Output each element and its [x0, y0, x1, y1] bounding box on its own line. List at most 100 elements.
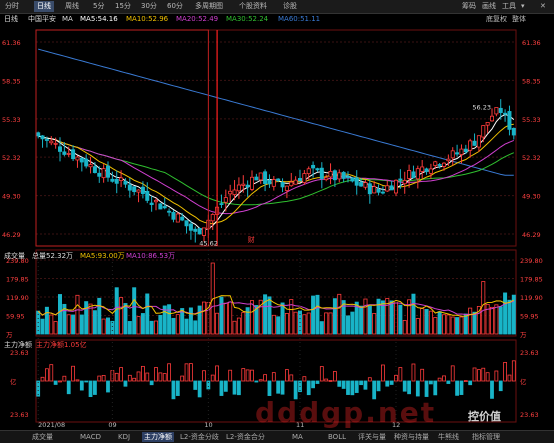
candle-body — [367, 183, 372, 195]
indicator-tab-ma[interactable]: MA — [292, 433, 303, 441]
tab-fenshi[interactable]: 分时 — [5, 2, 19, 10]
volume-bar — [411, 293, 416, 335]
candle-body — [263, 171, 268, 184]
candle-body — [223, 197, 228, 203]
candle-body — [450, 150, 455, 159]
flow-bar — [127, 374, 132, 382]
tab-15min[interactable]: 15分 — [115, 2, 131, 10]
volume-bar — [97, 297, 102, 335]
flow-bar — [485, 372, 490, 382]
tools-menu[interactable]: 工具 — [502, 2, 516, 10]
candle-body — [140, 186, 145, 195]
flow-bar — [45, 368, 49, 382]
flow-bar — [245, 369, 250, 382]
candle-body — [241, 183, 246, 186]
volume-bar — [88, 303, 93, 335]
flow-bar — [337, 380, 342, 387]
ma60-line — [38, 48, 514, 176]
indicator-tab-manage[interactable]: 指标管理 — [472, 433, 500, 441]
indicator-tab-boll[interactable]: BOLL — [328, 433, 346, 441]
tab-multi-period[interactable]: 多周期图 — [195, 2, 223, 10]
indicator-tab-volume[interactable]: 成交量 — [32, 433, 53, 441]
price-tick-right: 49.30 — [522, 193, 541, 201]
flow-tick-left: 23.63 — [10, 349, 29, 357]
volume-bar — [49, 314, 54, 335]
volume-bar — [503, 292, 508, 335]
volume-bar — [424, 309, 429, 335]
volume-bar — [450, 316, 455, 335]
volume-bar — [428, 310, 433, 335]
indicator-tab-review[interactable]: 评关与量 — [358, 433, 386, 441]
candle-body — [188, 223, 193, 231]
candle-body — [171, 212, 176, 220]
candle-body — [503, 112, 508, 115]
candle-body — [385, 185, 390, 192]
flow-bar — [333, 371, 337, 382]
volume-tick-right: 239.80 — [520, 257, 543, 265]
flow-tick-left: 亿 — [10, 377, 17, 386]
volume-ma10: MA10:86.53万 — [126, 252, 176, 260]
flow-bar — [285, 369, 289, 382]
flow-bar — [106, 380, 110, 393]
close-icon[interactable]: ✕ — [540, 2, 546, 10]
volume-tick-right: 万 — [520, 331, 527, 339]
chip-button[interactable]: 筹码 — [462, 2, 476, 10]
candle-body — [84, 158, 89, 167]
volume-bar — [136, 316, 141, 335]
overall-mode[interactable]: 整体 — [512, 15, 526, 23]
indicator-tab-kdj[interactable]: KDJ — [118, 433, 131, 441]
kline-chart[interactable]: 61.36 61.36 58.35 58.35 55.33 55.33 52.32 52.32… — [0, 0, 554, 430]
indicator-tab-bull-bear[interactable]: 牛熊线 — [438, 433, 459, 441]
flow-bar — [354, 380, 359, 393]
volume-bar — [254, 305, 259, 335]
volume-bar — [433, 317, 438, 335]
period-tab-bar: 分时 日线 周线 5分 15分 30分 60分 多周期图 个股资料 诊股 筹码 … — [0, 0, 554, 14]
volume-bar — [455, 317, 460, 335]
flow-bar — [40, 376, 45, 382]
candle-body — [468, 140, 473, 151]
indicator-tab-holding[interactable]: 种资与持量 — [394, 433, 429, 441]
flow-bar — [415, 380, 420, 397]
candle-body — [472, 140, 477, 146]
price-panel-frame — [35, 29, 517, 247]
flow-bar — [424, 380, 429, 397]
flow-bar — [75, 379, 80, 382]
flow-bar — [97, 375, 102, 382]
flow-bar — [158, 372, 163, 382]
flow-bar — [123, 380, 128, 387]
candle-body — [232, 189, 237, 195]
indicator-tab-l2-combined[interactable]: L2-资金合分 — [226, 433, 265, 441]
volume-tick-left: 59.95 — [6, 313, 25, 321]
volume-bar — [145, 293, 150, 335]
candle-body — [40, 135, 45, 140]
volume-bar — [140, 313, 145, 335]
indicator-tab-main-flow[interactable]: 主力净额 — [142, 432, 174, 442]
flow-bar — [241, 368, 246, 382]
tab-60min[interactable]: 60分 — [167, 2, 183, 10]
tab-diagnose[interactable]: 诊股 — [283, 2, 297, 10]
flow-bar — [468, 380, 473, 386]
flow-bar — [459, 380, 464, 395]
tab-5min[interactable]: 5分 — [93, 2, 105, 10]
flow-bar — [206, 380, 211, 390]
volume-bar — [498, 306, 503, 335]
volume-bar — [441, 314, 446, 335]
volume-tick-left: 万 — [6, 331, 13, 339]
candle-body — [219, 203, 224, 206]
tab-daily[interactable]: 日线 — [34, 1, 54, 12]
volume-bar — [153, 320, 158, 335]
flow-bar — [263, 374, 267, 382]
volume-bar — [223, 302, 228, 335]
volume-total: 总量52.32万 — [32, 252, 74, 260]
indicator-tab-l2-divergence[interactable]: L2-资金分歧 — [180, 433, 219, 441]
tab-stock-profile[interactable]: 个股资料 — [239, 2, 267, 10]
volume-bar — [341, 300, 346, 335]
indicator-tab-macd[interactable]: MACD — [80, 433, 101, 441]
tab-weekly[interactable]: 周线 — [65, 2, 79, 10]
chevron-down-icon[interactable]: ▾ — [521, 2, 525, 10]
adjust-mode[interactable]: 底复权 — [486, 15, 507, 23]
candle-body — [319, 167, 324, 179]
tab-30min[interactable]: 30分 — [141, 2, 157, 10]
draw-line-button[interactable]: 画线 — [482, 2, 496, 10]
date-tick: 2021/08 — [38, 421, 65, 429]
